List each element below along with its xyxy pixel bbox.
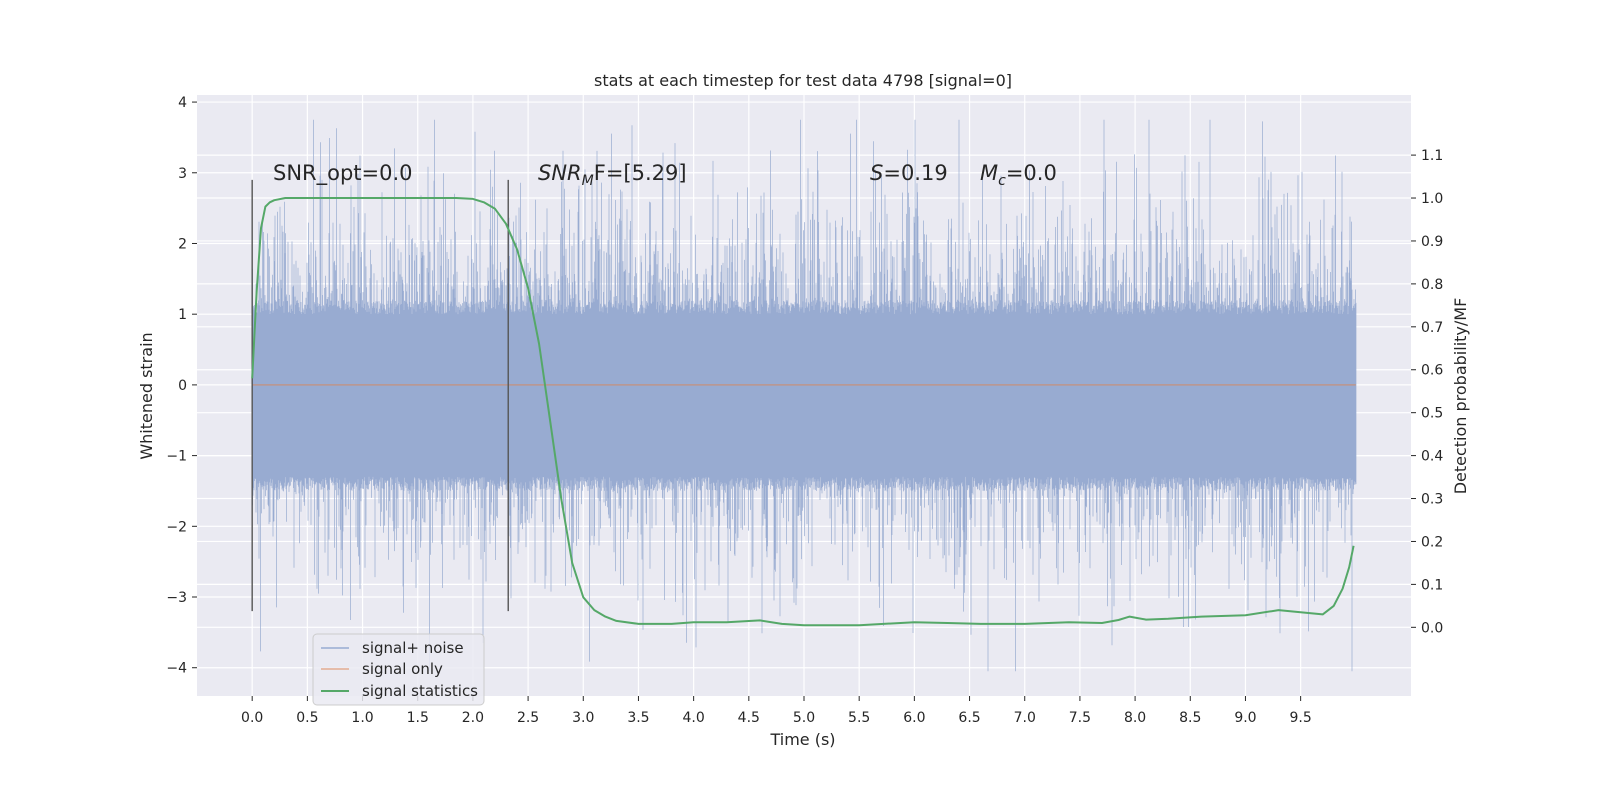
chart-title: stats at each timestep for test data 479… (594, 71, 1012, 90)
y2-tick-label: 0.6 (1421, 363, 1443, 379)
legend: signal+ noise signal only signal statist… (312, 633, 485, 706)
y2-tick-label: 1.1 (1421, 148, 1443, 164)
y2-tick-label: 0.7 (1421, 320, 1443, 336)
x-tick-label: 0.0 (241, 710, 263, 726)
y2-tick-label: 0.1 (1421, 577, 1443, 593)
legend-box (312, 633, 485, 706)
s-value: =0.19 (883, 161, 947, 185)
x-tick-label: 4.0 (683, 710, 705, 726)
mc-annotation: Mc=0.0 (980, 161, 1057, 189)
legend-label-signal-only: signal only (362, 660, 443, 678)
y2-tick-label: 0.0 (1421, 620, 1443, 636)
x-tick-label: 0.5 (296, 710, 318, 726)
s-annotation: S=0.19 (870, 161, 948, 185)
stat-annotations: SNR_opt=0.0 SNRMF=[5.29] S=0.19 Mc=0.0 (273, 161, 1057, 189)
x-tick-label: 2.5 (517, 710, 539, 726)
y2-tick-label: 0.5 (1421, 406, 1443, 422)
legend-label-signal-statistics: signal statistics (362, 682, 478, 700)
y2-axis-label: Detection probability/MF (1451, 298, 1470, 495)
x-tick-label: 9.5 (1290, 710, 1312, 726)
mc-value: =0.0 (1006, 161, 1057, 185)
x-tick-label: 9.0 (1234, 710, 1256, 726)
snr-opt-annotation: SNR_opt=0.0 (273, 161, 413, 186)
y2-tick-label: 0.9 (1421, 234, 1443, 250)
snr-mf-subscript: M (582, 173, 594, 189)
y-tick-label: 1 (178, 307, 187, 323)
x-tick-label: 7.5 (1069, 710, 1091, 726)
y-tick-label: −2 (166, 519, 187, 535)
legend-label-signal-noise: signal+ noise (362, 639, 464, 657)
mc-variable: M (980, 161, 998, 185)
x-tick-label: 4.5 (738, 710, 760, 726)
x-tick-label: 8.0 (1124, 710, 1146, 726)
x-tick-label: 3.5 (627, 710, 649, 726)
mc-subscript: c (998, 173, 1006, 189)
y2-tick-label: 1.0 (1421, 191, 1443, 207)
y-tick-label: 0 (178, 378, 187, 394)
x-tick-label: 6.5 (958, 710, 980, 726)
signal-statistics-line (251, 197, 1355, 627)
x-axis-label: Time (s) (769, 730, 835, 749)
signal-statistics-series (251, 197, 1355, 627)
x-tick-label: 7.0 (1014, 710, 1036, 726)
snr-mf-tail: F=[5.29] (594, 161, 687, 185)
y-tick-label: 2 (178, 236, 187, 252)
y2-tick-label: 0.8 (1421, 277, 1443, 293)
y-tick-label: −1 (166, 449, 187, 465)
x-tick-label: 2.0 (462, 710, 484, 726)
y2-axis-ticks: 0.0 0.1 0.2 0.3 0.4 0.5 0.6 0.7 0.8 0.9 1.0 1.1 (1411, 148, 1443, 636)
s-variable: S (870, 161, 883, 185)
x-tick-label: 8.5 (1179, 710, 1201, 726)
y-tick-label: −3 (166, 590, 187, 606)
y-axis-ticks: −4 −3 −2 −1 0 1 2 3 4 (166, 95, 197, 677)
y2-tick-label: 0.2 (1421, 534, 1443, 550)
x-tick-label: 1.5 (407, 710, 429, 726)
vertical-markers (251, 179, 509, 612)
y-tick-label: −4 (166, 661, 187, 677)
y-tick-label: 4 (178, 95, 187, 111)
x-tick-label: 3.0 (572, 710, 594, 726)
snr-mf-base: SNR (538, 161, 582, 185)
y-tick-label: 3 (178, 166, 187, 182)
y2-tick-label: 0.4 (1421, 449, 1443, 465)
y-axis-label: Whitened strain (137, 332, 156, 459)
x-axis-ticks: 0.0 0.5 1.0 1.5 2.0 2.5 3.0 3.5 4.0 4.5 5.0 5.5 6.0 6… (241, 696, 1312, 726)
y2-tick-label: 0.3 (1421, 492, 1443, 508)
x-tick-label: 6.0 (903, 710, 925, 726)
snr-mf-annotation: SNRMF=[5.29] (538, 161, 687, 189)
x-tick-label: 5.0 (793, 710, 815, 726)
x-tick-label: 5.5 (848, 710, 870, 726)
x-tick-label: 1.0 (351, 710, 373, 726)
